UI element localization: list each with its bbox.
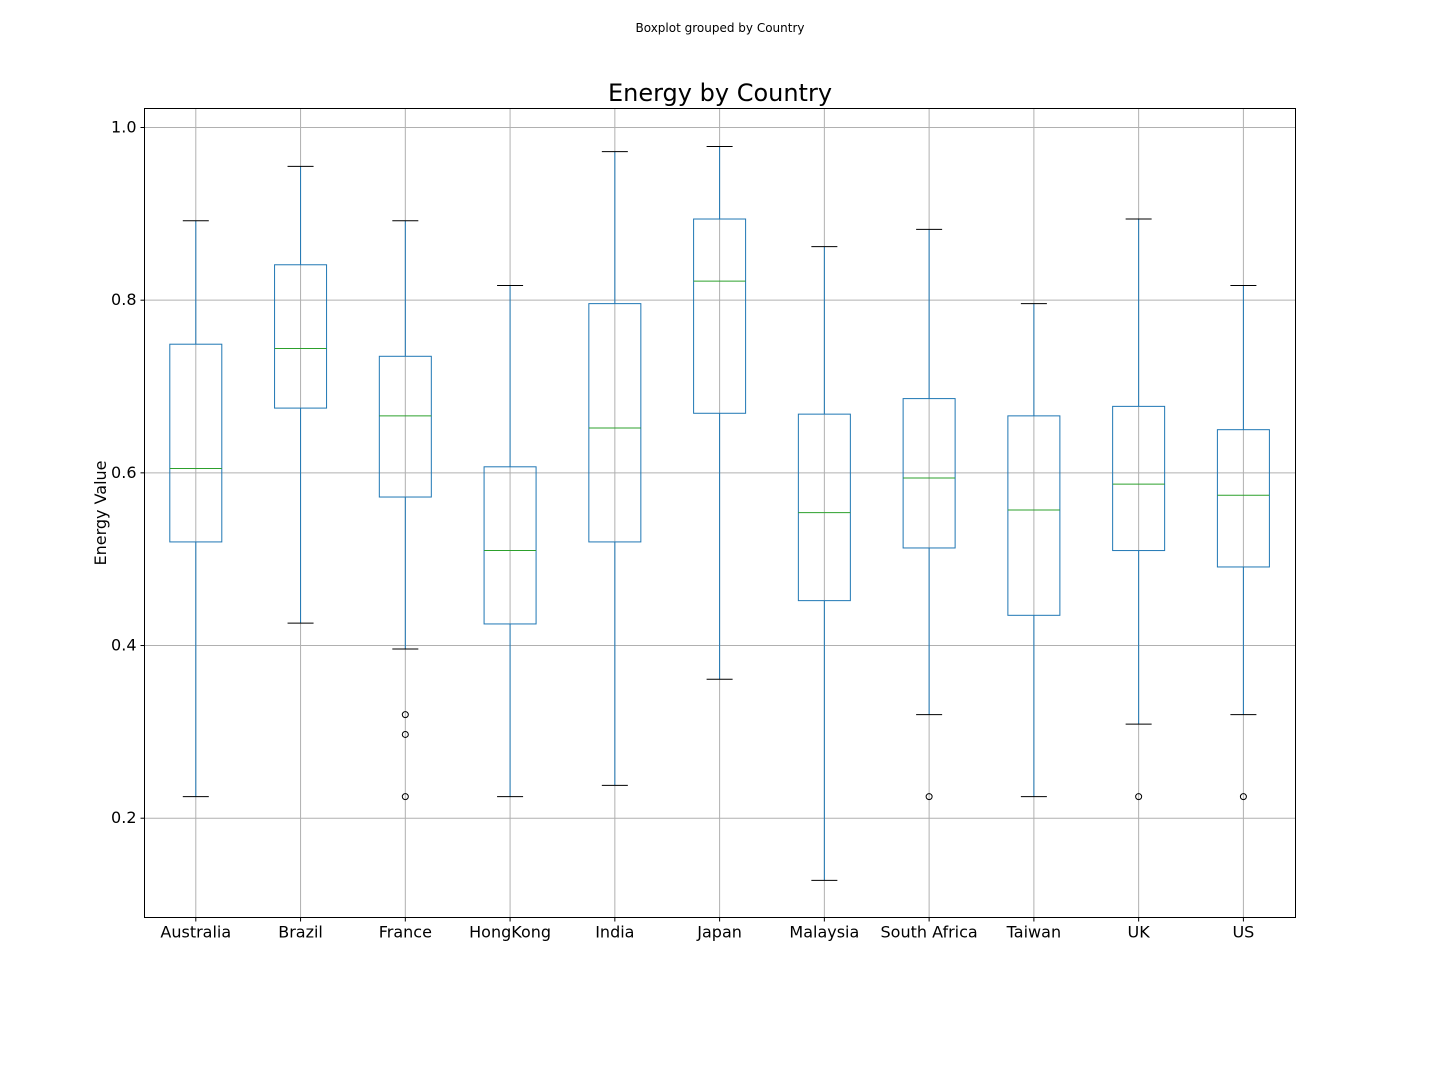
box-iqr (902, 398, 956, 549)
box-iqr (378, 355, 432, 498)
box-iqr (169, 343, 223, 543)
outlier-point (1239, 793, 1247, 801)
y-tick-label: 0.8 (111, 290, 136, 309)
box-iqr (588, 303, 642, 543)
outlier-point (401, 711, 409, 719)
box-group (274, 165, 328, 624)
x-tick-label: France (379, 923, 432, 942)
x-tick-label: Brazil (278, 923, 323, 942)
box-iqr (693, 218, 747, 414)
x-tick-label: Malaysia (789, 923, 859, 942)
box-layer (169, 145, 1270, 881)
outlier-point (401, 793, 409, 801)
chart-title: Energy by Country (608, 79, 832, 107)
plot-frame (144, 108, 1296, 918)
box-group (1112, 218, 1166, 801)
outlier-point (1135, 793, 1143, 801)
box-group (483, 284, 537, 798)
outlier-point (925, 793, 933, 801)
x-tick-label: South Africa (881, 923, 978, 942)
box-group (588, 151, 642, 786)
x-tick-label: US (1232, 923, 1254, 942)
x-tick-label: Australia (160, 923, 231, 942)
y-axis-label: Energy Value (91, 460, 110, 565)
box-group (1216, 284, 1270, 801)
box-iqr (1007, 415, 1061, 616)
box-iqr (797, 413, 851, 602)
x-tick-label: Japan (696, 923, 742, 942)
box-iqr (1216, 429, 1270, 568)
box-group (378, 220, 432, 801)
y-tick-label: 0.2 (111, 808, 136, 827)
tick-layer: 0.2 0.4 0.6 0.8 1.0 Australia Brazil France Hong… (111, 117, 1254, 941)
y-tick-label: 0.4 (111, 636, 136, 655)
box-group (693, 145, 747, 680)
y-tick-label: 0.6 (111, 463, 136, 482)
x-tick-label: India (595, 923, 634, 942)
x-tick-label: UK (1128, 923, 1151, 942)
box-group (797, 246, 851, 881)
box-group (902, 228, 956, 801)
x-tick-label: HongKong (469, 923, 551, 942)
box-iqr (1112, 405, 1166, 552)
box-group (169, 220, 223, 798)
outlier-point (401, 730, 409, 738)
box-iqr (483, 466, 537, 625)
box-group (1007, 303, 1061, 798)
box-iqr (274, 264, 328, 409)
x-tick-label: Taiwan (1006, 923, 1061, 942)
y-tick-label: 1.0 (111, 117, 136, 136)
chart-suptitle: Boxplot grouped by Country (636, 21, 805, 35)
